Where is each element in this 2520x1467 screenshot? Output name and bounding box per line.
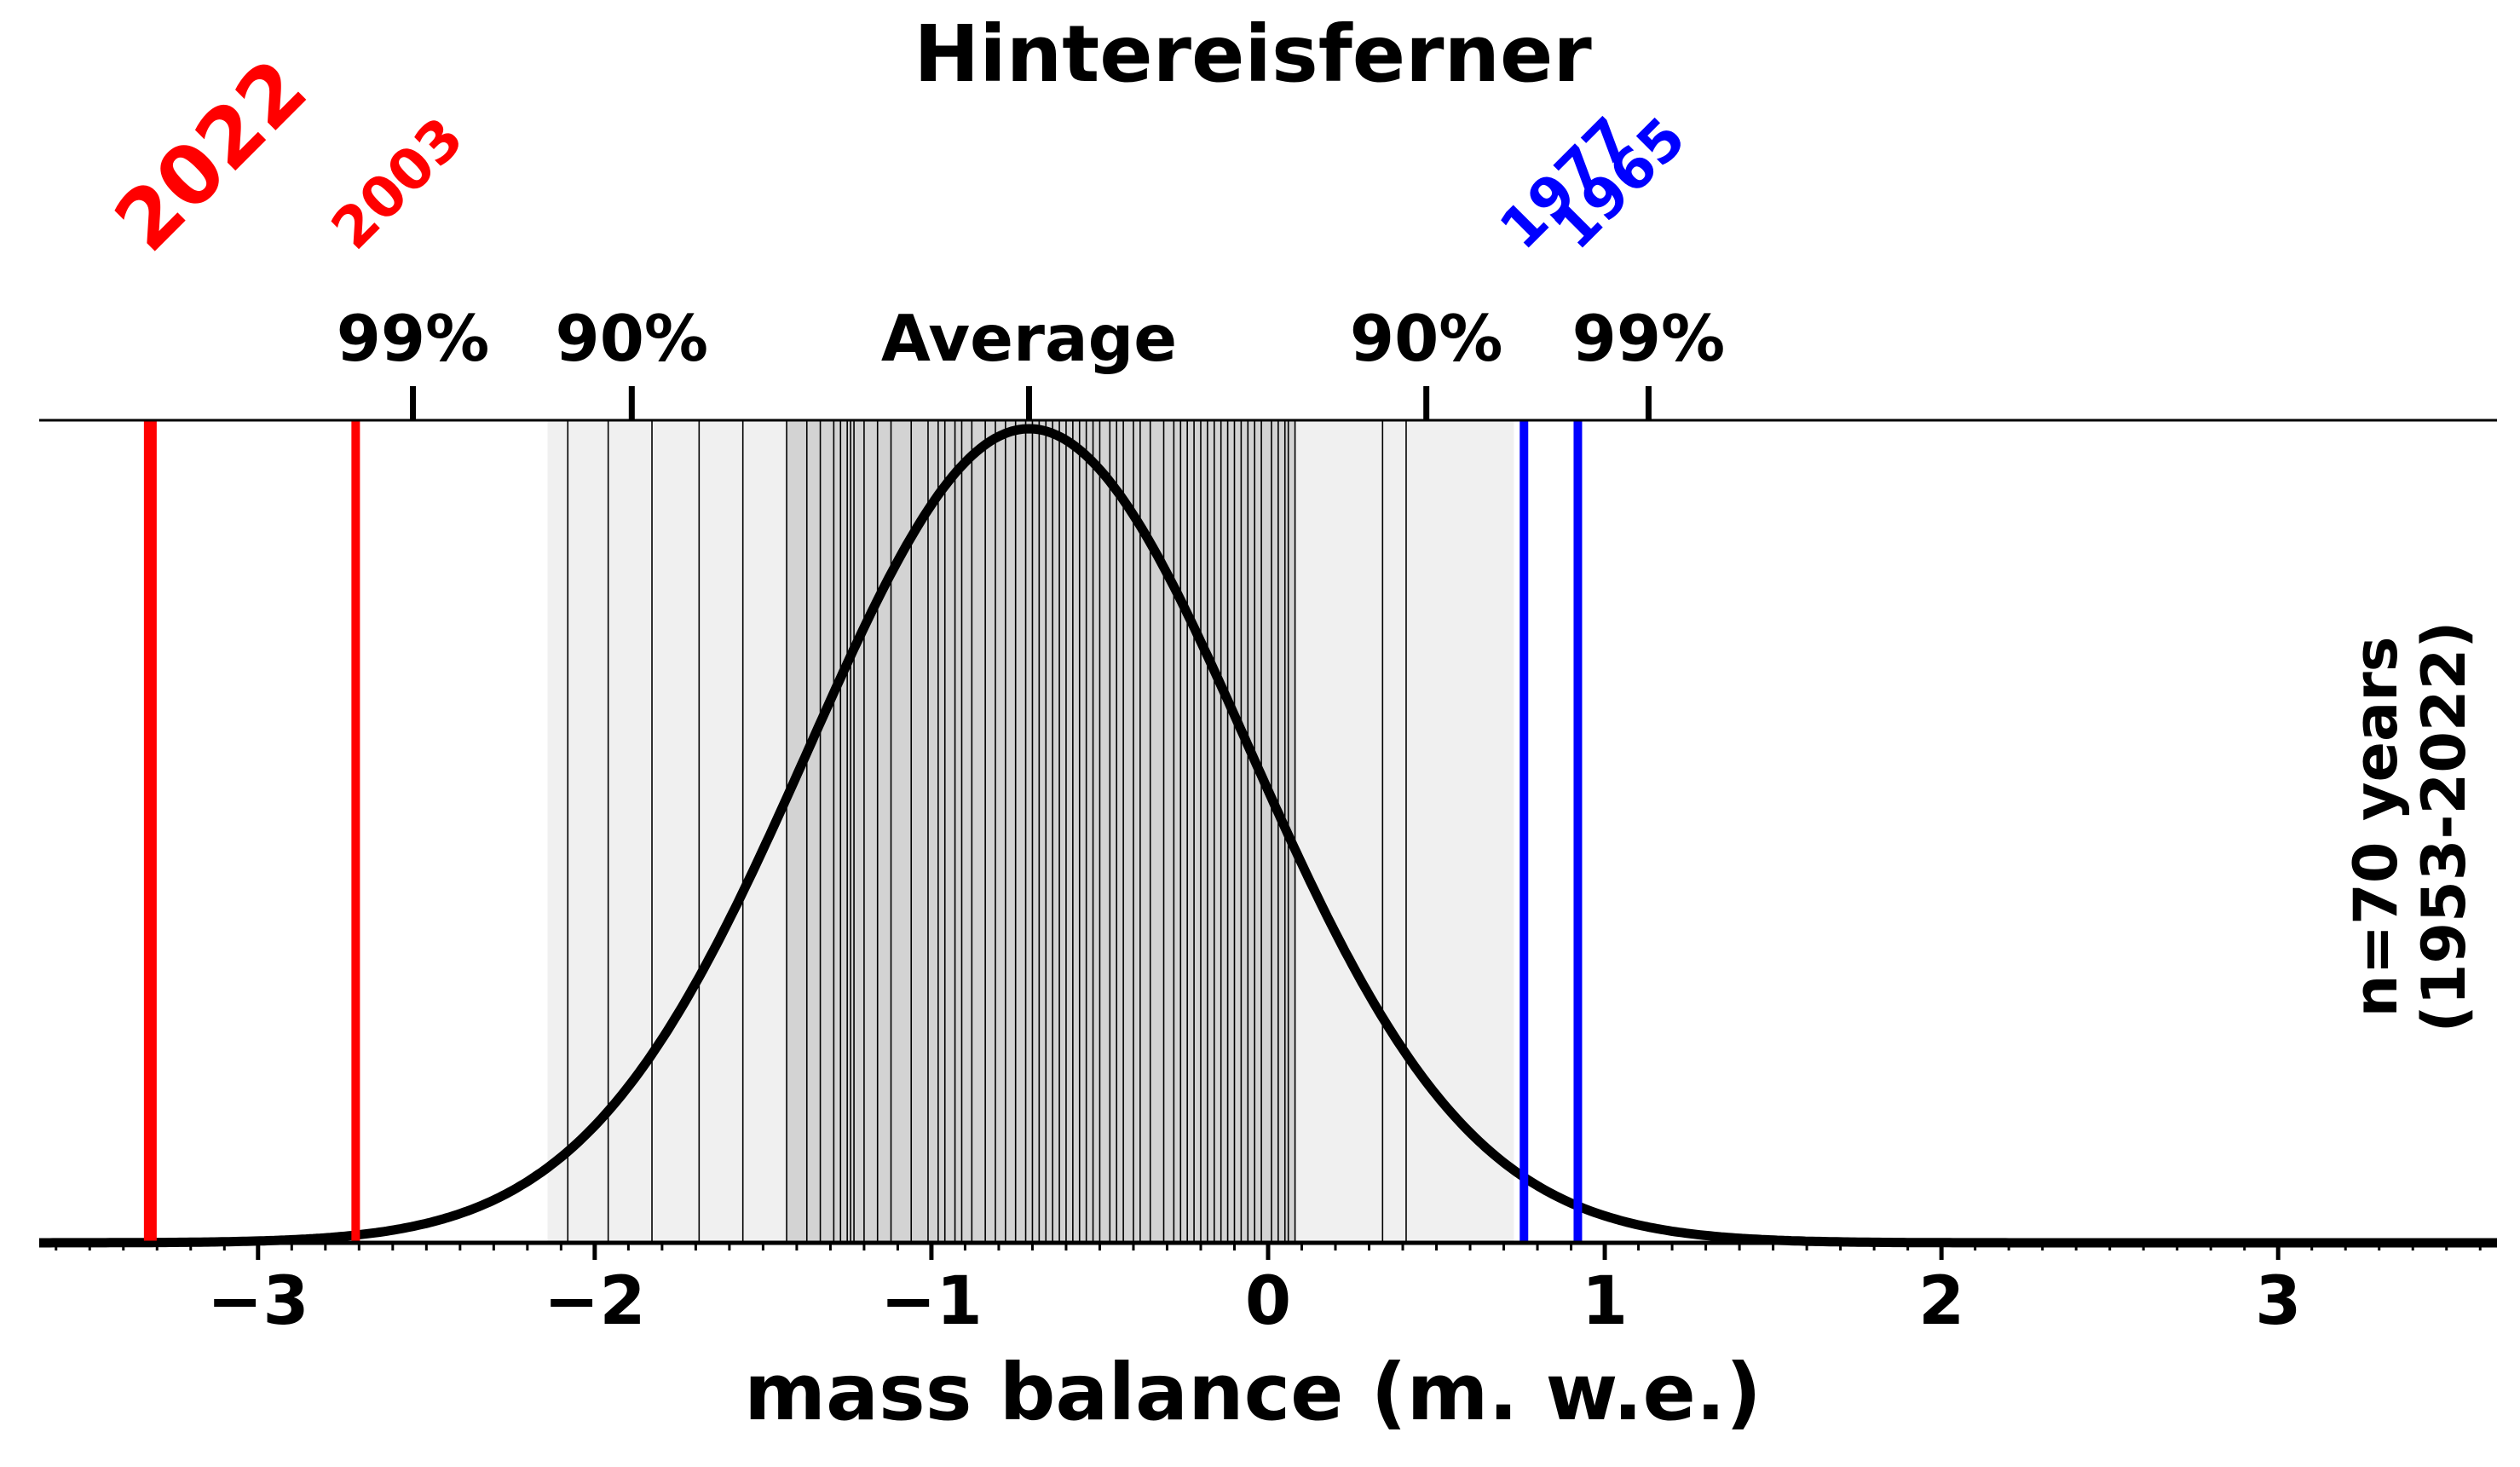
sample-size-note: n=70 years (1953-2022) (2341, 621, 2479, 1033)
top-label-4: 99% (1572, 301, 1726, 376)
x-tick-label: 1 (1582, 1263, 1628, 1340)
x-tick-label: −3 (207, 1263, 309, 1340)
top-label-3: 90% (1350, 301, 1503, 376)
x-tick-label: 0 (1245, 1263, 1291, 1340)
yearly-value-lines (567, 420, 1407, 1243)
x-tick-label: 3 (2255, 1263, 2301, 1340)
x-axis-ticks: −3 −2 −1 0 1 2 3 (207, 1243, 2301, 1340)
top-label-1: 90% (556, 301, 709, 376)
x-tick-label: −1 (880, 1263, 983, 1340)
x-tick-label: 2 (1918, 1263, 1964, 1340)
sample-size-line1: n=70 years (2341, 637, 2411, 1018)
chart-title: Hintereisferner (914, 9, 1592, 100)
x-axis-label: mass balance (m. w.e.) (744, 1347, 1762, 1438)
top-markers: 99% 90% Average 90% 99% (337, 301, 1725, 420)
top-label-2: Average (881, 301, 1177, 376)
sample-size-line2: (1953-2022) (2409, 621, 2479, 1033)
band-1 (787, 420, 1295, 1243)
x-tick-label: −2 (544, 1263, 646, 1340)
top-label-0: 99% (337, 301, 490, 376)
percentile-bands (547, 420, 1514, 1243)
